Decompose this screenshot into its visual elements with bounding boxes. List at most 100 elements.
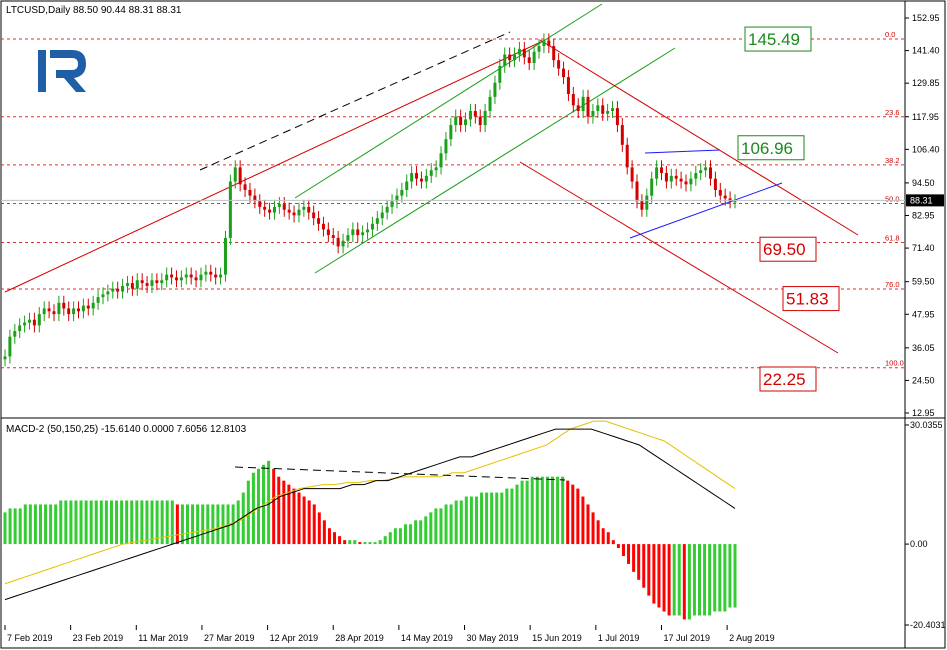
macd-bar	[297, 492, 301, 545]
macd-bar	[373, 542, 377, 545]
macd-bar	[216, 504, 220, 545]
red-downtrend-upper	[539, 39, 859, 236]
macd-bar	[145, 500, 149, 545]
candle-body	[424, 175, 428, 182]
candle-body	[576, 105, 580, 111]
candle-body	[13, 331, 17, 337]
price-label-box	[759, 236, 817, 262]
candle-body	[346, 235, 350, 241]
candle-body	[513, 54, 517, 61]
macd-bar	[64, 500, 68, 545]
macd-bar	[713, 544, 717, 612]
macd-bar	[616, 544, 620, 549]
price-tick-label: 129.85	[912, 78, 940, 88]
candle-body	[86, 305, 90, 309]
macd-bar	[728, 544, 732, 608]
macd-bar	[662, 544, 666, 612]
candle-body	[209, 271, 213, 275]
macd-bar	[54, 504, 58, 545]
macd-bar	[586, 504, 590, 545]
candle-body	[419, 178, 423, 182]
candle-body	[498, 65, 502, 83]
macd-bar	[627, 544, 631, 564]
price-tick-label: 47.95	[912, 309, 935, 319]
fib-level-label: 23.6	[885, 108, 900, 117]
candle-body	[611, 108, 615, 111]
macd-bar	[251, 472, 255, 545]
candle-body	[292, 212, 296, 216]
candle-body	[483, 110, 487, 126]
macd-bar	[130, 500, 134, 545]
macd-bar	[444, 504, 448, 545]
candle-body	[140, 280, 144, 284]
macd-bar	[682, 544, 686, 620]
candle-body	[214, 274, 218, 278]
candle-body	[27, 319, 31, 323]
macd-bar	[571, 484, 575, 545]
candle-body	[111, 288, 115, 292]
fib-level-label: 76.0	[885, 280, 900, 289]
candle-body	[655, 167, 659, 179]
candle-body	[625, 144, 629, 168]
macd-bar	[363, 542, 367, 545]
candle-body	[23, 322, 27, 326]
candle-body	[527, 57, 531, 64]
macd-bar	[170, 500, 174, 545]
red-downtrend-lower	[519, 161, 839, 354]
macd-bar	[343, 540, 347, 545]
candle-body	[258, 201, 262, 207]
macd-bar	[515, 484, 519, 545]
macd-main-line	[4, 428, 736, 601]
macd-bar	[485, 492, 489, 545]
macd-bar	[312, 504, 316, 545]
candle-body	[101, 294, 105, 298]
candle-body	[557, 60, 561, 69]
candle-body	[57, 302, 61, 315]
macd-bar	[525, 480, 529, 545]
macd-bar	[449, 504, 453, 545]
date-tick-label: 2 Aug 2019	[729, 633, 775, 643]
candle-body	[674, 175, 678, 179]
candle-body	[116, 288, 120, 292]
candle-body	[684, 181, 688, 185]
macd-bar	[353, 540, 357, 545]
date-tick-label: 30 May 2019	[467, 633, 519, 643]
macd-bar	[677, 544, 681, 616]
blue-triangle-top	[644, 149, 721, 154]
macd-bar	[545, 476, 549, 545]
candle-body	[400, 189, 404, 196]
candle-body	[468, 110, 472, 120]
candle-body	[586, 96, 590, 117]
macd-tick-label: -20.4031	[910, 620, 946, 630]
fib-level-label: 0.0	[885, 30, 895, 39]
macd-bar	[267, 460, 271, 545]
macd-bar	[403, 524, 407, 545]
macd-bar	[474, 496, 478, 545]
candle-body	[312, 212, 316, 219]
candle-body	[204, 271, 208, 275]
candle-body	[96, 297, 100, 303]
date-tick-label: 23 Feb 2019	[73, 633, 124, 643]
macd-bar	[637, 544, 641, 580]
candle-body	[351, 229, 355, 236]
price-labels: 145.49 106.96 69.50 51.83 22.25	[737, 26, 840, 392]
macd-bar	[647, 544, 651, 596]
candle-body	[145, 283, 149, 286]
candle-body	[464, 119, 468, 126]
candle-body	[263, 206, 267, 210]
candle-body	[62, 302, 66, 309]
candle-body	[395, 195, 399, 202]
candle-body	[542, 40, 546, 47]
candle-body	[326, 229, 330, 236]
candle-body	[552, 46, 556, 61]
macd-bar	[566, 480, 570, 545]
macd-bar	[180, 504, 184, 545]
candle-body	[444, 139, 448, 154]
candle-body	[302, 206, 306, 210]
macd-bar	[434, 508, 438, 545]
candle-body	[155, 280, 159, 284]
macd-bar	[28, 504, 32, 545]
macd-bar	[44, 504, 48, 545]
macd-bar	[510, 488, 514, 545]
candle-body	[160, 280, 164, 284]
